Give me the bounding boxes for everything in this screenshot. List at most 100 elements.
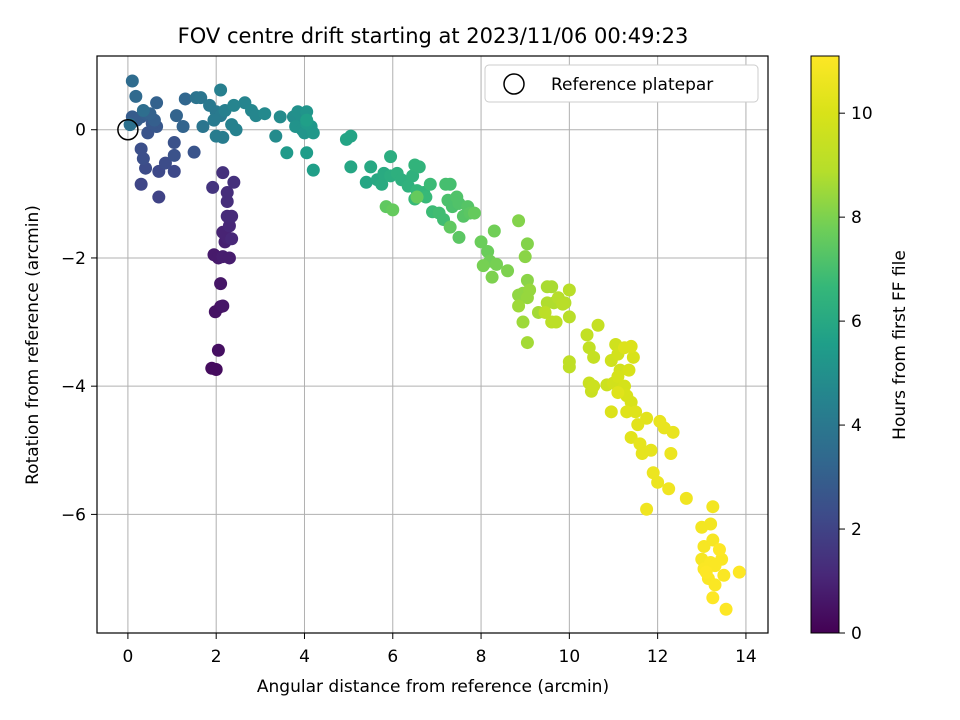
data-point [216, 130, 230, 144]
data-point [273, 110, 287, 124]
data-point [220, 195, 234, 209]
x-axis-label: Angular distance from reference (arcmin) [257, 677, 609, 697]
data-point [176, 120, 190, 134]
data-point [344, 129, 358, 143]
data-point [490, 257, 504, 271]
legend-label: Reference platepar [551, 75, 713, 95]
y-tick-label: −4 [61, 377, 86, 397]
y-tick-label: −6 [61, 505, 86, 525]
data-point [501, 264, 515, 278]
data-point [512, 299, 526, 313]
data-point [611, 386, 625, 400]
data-point [222, 251, 236, 265]
data-point [406, 169, 420, 183]
y-axis-ticks: 0 −2 −4 −6 [61, 121, 97, 525]
data-point [359, 175, 373, 189]
data-point [194, 91, 208, 105]
data-point [516, 315, 530, 329]
data-point [443, 220, 457, 234]
chart-title: FOV centre drift starting at 2023/11/06 … [178, 24, 689, 48]
data-point [518, 250, 532, 264]
data-point [209, 363, 223, 377]
data-point [476, 259, 490, 273]
data-point [644, 443, 658, 457]
data-point [196, 120, 210, 134]
data-point [629, 405, 643, 419]
data-point [364, 160, 378, 174]
data-point [227, 98, 241, 112]
x-tick-label: 14 [735, 647, 757, 667]
data-point [626, 350, 640, 364]
data-point [520, 291, 534, 305]
data-point [125, 74, 139, 88]
colorbar-label: Hours from first FF file [890, 250, 910, 440]
data-point [587, 350, 601, 364]
data-point [229, 123, 243, 137]
colorbar-tick-label: 0 [851, 624, 862, 644]
data-point [699, 565, 713, 579]
data-point [375, 177, 389, 191]
data-point [258, 107, 272, 121]
data-point [591, 318, 605, 332]
data-point [152, 190, 166, 204]
data-point [664, 446, 678, 460]
data-point [306, 126, 320, 140]
data-point [640, 411, 654, 425]
colorbar [810, 55, 840, 634]
colorbar-tick-label: 2 [851, 520, 862, 540]
data-point [169, 109, 183, 123]
plot-frame [96, 55, 769, 634]
data-point [706, 533, 720, 547]
data-point [485, 270, 499, 284]
data-point [300, 146, 314, 160]
data-point [225, 209, 239, 223]
colorbar-tick-label: 4 [851, 416, 862, 436]
data-point [216, 166, 230, 180]
data-point [679, 491, 693, 505]
data-point [214, 83, 228, 97]
data-point [134, 177, 148, 191]
legend-reference-marker [503, 73, 525, 95]
data-point [178, 92, 192, 106]
data-points [123, 74, 746, 616]
data-point [300, 113, 314, 127]
reference-marker [117, 118, 139, 141]
x-tick-label: 12 [647, 647, 669, 667]
data-point [520, 237, 534, 251]
data-point [167, 148, 181, 162]
data-point [280, 146, 294, 160]
data-point [207, 113, 221, 127]
data-point [167, 136, 181, 150]
data-point [134, 142, 148, 156]
data-point [443, 177, 457, 191]
data-point [452, 230, 466, 244]
data-point [423, 177, 437, 191]
data-point [227, 175, 241, 189]
colorbar-ticks: 0 2 4 6 8 10 [839, 104, 873, 644]
data-point [545, 280, 559, 294]
data-point [587, 379, 601, 393]
y-tick-label: −2 [61, 249, 86, 269]
data-point [225, 232, 239, 246]
data-point [706, 591, 720, 605]
data-point [580, 328, 594, 342]
data-point [467, 206, 481, 220]
data-point [622, 363, 636, 377]
legend-box [484, 64, 759, 103]
data-point [562, 310, 576, 324]
data-point [512, 214, 526, 228]
data-point [732, 565, 746, 579]
data-point [604, 405, 618, 419]
data-point [556, 297, 570, 311]
data-point [717, 568, 731, 582]
x-tick-label: 6 [387, 647, 398, 667]
data-point [187, 145, 201, 159]
data-point [216, 299, 230, 313]
x-tick-label: 0 [122, 647, 133, 667]
data-point [624, 339, 638, 353]
data-point [384, 150, 398, 164]
data-point [704, 517, 718, 531]
data-point [129, 89, 143, 103]
data-point [487, 224, 501, 238]
